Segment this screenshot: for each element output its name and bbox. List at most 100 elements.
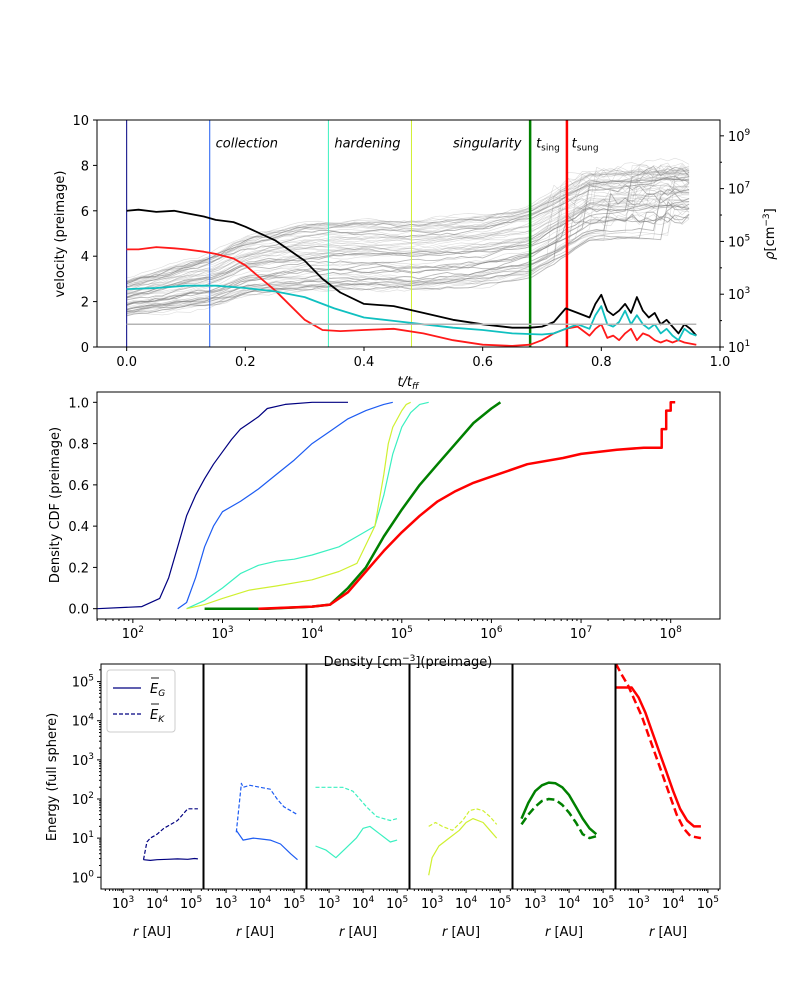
gray-tracer-line [126, 175, 690, 283]
bot-y-label: Energy (full sphere) [45, 713, 60, 841]
gray-tracer-line [126, 201, 690, 298]
top-y-tick-label: 8 [81, 159, 89, 174]
top-y-tick-label: 0 [81, 341, 89, 356]
top-y2-tick-label: 109 [728, 128, 751, 145]
energy-panel-1: 103 104 105 r [AU] [203, 663, 307, 940]
gray-tracer-line [126, 197, 690, 295]
mid-y-tick-label: 0.4 [68, 520, 89, 535]
gray-tracer-line [126, 214, 690, 306]
gray-tracer-line [126, 184, 690, 298]
gray-tracer-line [126, 182, 690, 295]
gray-tracer-line [126, 188, 690, 311]
gray-tracer-line [126, 171, 690, 293]
gray-tracer-line [126, 167, 690, 294]
energy-panel-0: 103 104 105 r [AU] [100, 663, 204, 940]
bot-x-tick-label: 103 [215, 895, 237, 912]
top-y2-label: ρ[cm−3] [762, 208, 778, 260]
gray-tracer-line [126, 165, 690, 298]
mid-y-tick-label: 0.0 [68, 603, 89, 618]
gray-tracer-line [126, 201, 690, 317]
gray-tracer-line [126, 211, 690, 313]
bot-x-tick-label: 104 [455, 895, 478, 912]
gray-tracer-line [126, 171, 690, 315]
gray-tracer-line [126, 193, 690, 311]
eg-line-2 [315, 825, 398, 859]
annotation-collection: collection [216, 137, 278, 152]
bot-x-tick-label: 103 [524, 895, 546, 912]
top-y-tick-label: 6 [81, 205, 89, 220]
bot-x-label: r [AU] [649, 925, 687, 940]
bot-x-tick-label: 105 [180, 895, 202, 912]
gray-tracer-line [126, 162, 690, 283]
bot-x-tick-label: 105 [489, 895, 511, 912]
gray-tracer-line [126, 193, 690, 290]
bot-y-tick-label: 100 [72, 869, 95, 886]
mid-y-label: Density CDF (preimage) [48, 427, 63, 583]
gray-tracer-line [126, 191, 690, 308]
top-y2-tick-label: 105 [728, 233, 750, 250]
top-y-tick-label: 4 [81, 250, 89, 265]
energy-panel-frame-2 [306, 663, 410, 890]
mid-x-tick-label: 105 [391, 625, 413, 642]
energy-panel-frame-4 [512, 663, 616, 890]
annotation-t_sung: tsung [572, 137, 599, 154]
gray-tracer-line [126, 178, 690, 293]
bot-x-tick-label: 103 [112, 895, 134, 912]
cdf-green [204, 401, 502, 610]
cdf-blue [177, 401, 393, 610]
top-x-tick-label: 0.8 [591, 355, 612, 370]
gray-tracer-line [126, 197, 690, 315]
bot-x-tick-label: 105 [386, 895, 408, 912]
cdf-yellow-green [186, 401, 411, 610]
top-x-tick-label: 0.2 [235, 355, 256, 370]
gray-tracer-line [126, 165, 690, 291]
cdf-navy [97, 401, 348, 610]
annotation-hardening: hardening [334, 137, 400, 152]
gray-tracer-line [126, 178, 690, 288]
legend-label-E_K: EK [150, 708, 165, 725]
mid-x-tick-label: 108 [660, 625, 683, 642]
gray-tracer-line [126, 162, 690, 285]
top-y-label: velocity (preimage) [53, 171, 68, 298]
bot-x-tick-label: 105 [697, 895, 719, 912]
mid-x-tick-label: 102 [122, 625, 144, 642]
bot-x-label: r [AU] [339, 925, 377, 940]
legend-label-E_G: EG [150, 682, 165, 699]
bot-x-tick-label: 104 [662, 895, 685, 912]
top-y2-tick-label: 101 [728, 339, 750, 356]
bot-y-tick-label: 103 [72, 752, 94, 769]
gray-tracer-line [126, 197, 690, 312]
gray-tracer-line [126, 187, 690, 292]
top-x-tick-label: 0.6 [472, 355, 493, 370]
bot-y-tick-label: 101 [72, 830, 94, 847]
energy-panel-4: 103 104 105 r [AU] [512, 663, 616, 940]
energy-panel-2: 103 104 105 r [AU] [306, 663, 410, 940]
bot-x-tick-label: 105 [592, 895, 614, 912]
bot-x-tick-label: 103 [318, 895, 340, 912]
gray-tracer-line [126, 168, 690, 279]
eg-line-0 [143, 857, 198, 862]
mid-x-label: Density [cm−3](preimage) [324, 654, 493, 670]
gray-tracer-line [126, 213, 690, 305]
bot-x-tick-label: 105 [283, 895, 305, 912]
gray-tracer-line [126, 172, 690, 283]
bot-y-tick-label: 102 [72, 791, 94, 808]
density-cdf-chart: 102 103 104 105 106 107 1080.00.20.40.60.81.0 … [48, 391, 721, 670]
gray-tracer-line [126, 201, 690, 295]
ek-line-5 [616, 664, 702, 840]
eg-line-3 [428, 817, 498, 876]
ek-line-2 [315, 786, 398, 822]
top-x-label: t/tff [397, 375, 420, 392]
gray-tracer-line [126, 178, 690, 295]
mid-y-tick-label: 0.6 [68, 479, 89, 494]
eg-line-4 [520, 781, 598, 836]
gray-tracer-line [126, 180, 690, 299]
gray-tracer-line [126, 204, 690, 299]
ek-line-1 [235, 782, 298, 833]
cdf-red [258, 401, 676, 610]
top-x-tick-label: 0.0 [116, 355, 137, 370]
energy-panel-5: 103 104 105 r [AU] [615, 663, 721, 940]
gray-tracer-line [126, 199, 690, 299]
